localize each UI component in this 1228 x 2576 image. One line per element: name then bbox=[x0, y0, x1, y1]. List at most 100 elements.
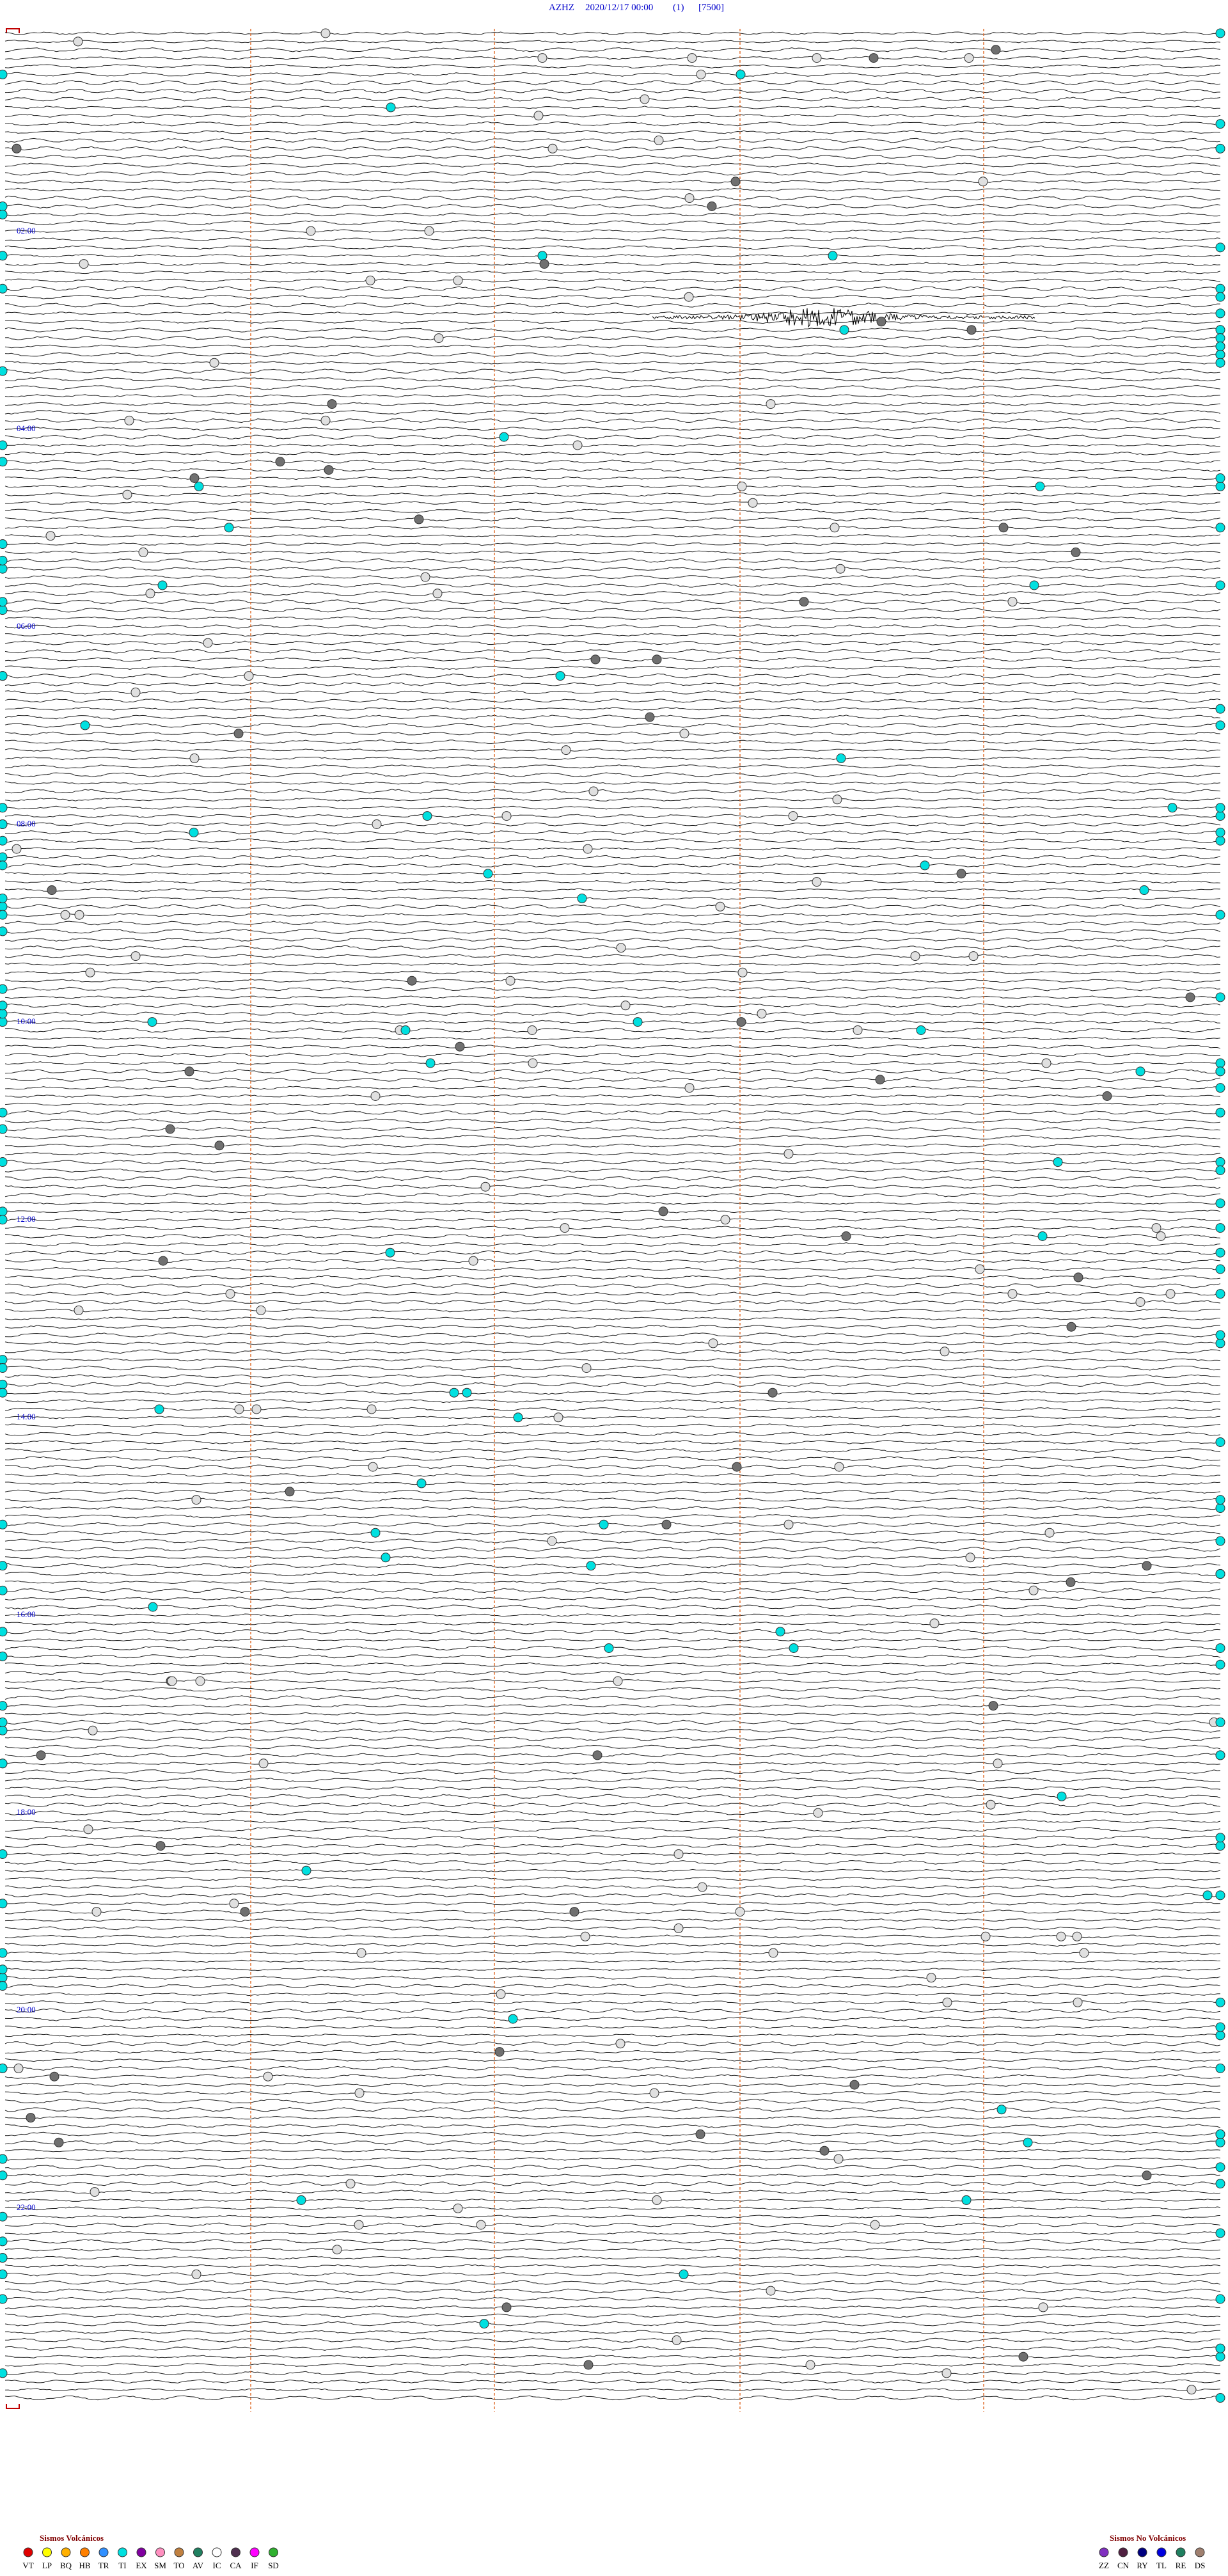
trace bbox=[4, 179, 1221, 184]
trace bbox=[4, 31, 1221, 35]
event-marker bbox=[920, 860, 930, 871]
event-marker bbox=[483, 869, 493, 879]
trace bbox=[4, 2395, 1221, 2401]
event-marker bbox=[88, 1725, 98, 1735]
event-marker bbox=[480, 1181, 491, 1192]
hour-label: 08:00 bbox=[17, 819, 36, 828]
edge-marker bbox=[0, 605, 8, 615]
event-marker bbox=[381, 1553, 391, 1563]
trace bbox=[4, 2313, 1221, 2318]
trace bbox=[4, 80, 1221, 86]
trace bbox=[4, 1844, 1221, 1848]
trace bbox=[4, 2165, 1221, 2170]
trace bbox=[4, 1835, 1221, 1840]
event-marker bbox=[285, 1487, 295, 1497]
trace bbox=[4, 2215, 1221, 2218]
trace bbox=[4, 1102, 1221, 1107]
event-marker bbox=[673, 1923, 684, 1933]
edge-marker bbox=[1215, 2022, 1225, 2032]
event-marker bbox=[1135, 1297, 1145, 1307]
trace bbox=[4, 550, 1221, 555]
trace bbox=[4, 1506, 1221, 1510]
trace bbox=[4, 1036, 1221, 1041]
legend-swatch bbox=[98, 2547, 109, 2557]
trace bbox=[4, 2346, 1221, 2351]
trace bbox=[4, 1226, 1221, 1230]
event-marker bbox=[789, 1643, 799, 1653]
trace bbox=[4, 739, 1221, 745]
edge-marker bbox=[1215, 1157, 1225, 1167]
trace bbox=[4, 1819, 1221, 1823]
trace bbox=[4, 2330, 1221, 2334]
event-marker bbox=[767, 1387, 778, 1398]
edge-marker bbox=[1215, 1165, 1225, 1175]
trace bbox=[4, 459, 1221, 464]
trace bbox=[4, 2157, 1221, 2161]
hour-label: 04:00 bbox=[17, 423, 36, 433]
trace bbox=[4, 814, 1221, 818]
event-marker bbox=[496, 1989, 506, 1999]
event-marker bbox=[569, 1907, 579, 1917]
edge-marker bbox=[0, 1627, 8, 1637]
event-marker bbox=[85, 967, 95, 977]
trace bbox=[4, 418, 1221, 423]
legend-label: EX bbox=[136, 2561, 147, 2570]
event-marker bbox=[649, 2088, 659, 2098]
trace bbox=[4, 72, 1221, 77]
trace bbox=[4, 872, 1221, 876]
trace bbox=[4, 986, 1221, 992]
trace bbox=[4, 2124, 1221, 2128]
trace bbox=[4, 1464, 1220, 1469]
trace bbox=[4, 590, 1221, 596]
edge-marker bbox=[0, 564, 8, 574]
event-marker bbox=[1073, 1272, 1083, 1283]
trace bbox=[4, 377, 1220, 382]
edge-marker bbox=[1215, 1058, 1225, 1068]
trace bbox=[4, 682, 1221, 686]
event-marker bbox=[214, 1141, 224, 1151]
trace bbox=[4, 673, 1221, 679]
edge-marker bbox=[0, 1387, 8, 1398]
event-marker bbox=[414, 514, 424, 525]
event-marker bbox=[1029, 580, 1039, 590]
event-marker bbox=[991, 45, 1001, 55]
edge-marker bbox=[0, 1519, 8, 1529]
event-marker bbox=[988, 1701, 998, 1711]
trace bbox=[4, 88, 1221, 93]
trace bbox=[4, 764, 1221, 769]
event-marker bbox=[189, 473, 200, 483]
trace bbox=[4, 1885, 1221, 1889]
event-marker bbox=[732, 1462, 742, 1472]
event-marker bbox=[194, 481, 204, 491]
trace bbox=[4, 2198, 1221, 2202]
event-marker bbox=[835, 564, 846, 574]
event-marker bbox=[757, 1009, 767, 1019]
trace bbox=[4, 1597, 1221, 1601]
event-marker bbox=[645, 712, 655, 722]
event-marker bbox=[165, 1124, 175, 1134]
trace bbox=[4, 2296, 1221, 2302]
edge-marker bbox=[0, 835, 8, 846]
legend-label: VT bbox=[22, 2561, 33, 2570]
event-marker bbox=[501, 2302, 512, 2312]
event-marker bbox=[839, 325, 849, 335]
trace bbox=[5, 921, 1221, 926]
legend-label: DS bbox=[1195, 2561, 1206, 2570]
edge-marker bbox=[0, 1717, 8, 1727]
event-marker bbox=[684, 193, 695, 203]
event-marker bbox=[528, 1058, 538, 1068]
edge-marker bbox=[0, 984, 8, 994]
event-marker bbox=[697, 1882, 707, 1892]
event-marker bbox=[684, 292, 694, 302]
trace bbox=[4, 707, 1221, 711]
edge-marker bbox=[1215, 1841, 1225, 1851]
hour-label: 10:00 bbox=[17, 1016, 36, 1026]
edge-marker bbox=[1215, 1107, 1225, 1118]
edge-marker bbox=[0, 2294, 8, 2304]
event-marker bbox=[124, 415, 134, 425]
trace bbox=[4, 1250, 1220, 1255]
event-marker bbox=[736, 1017, 746, 1027]
event-marker bbox=[73, 36, 83, 47]
event-marker bbox=[370, 1528, 381, 1538]
